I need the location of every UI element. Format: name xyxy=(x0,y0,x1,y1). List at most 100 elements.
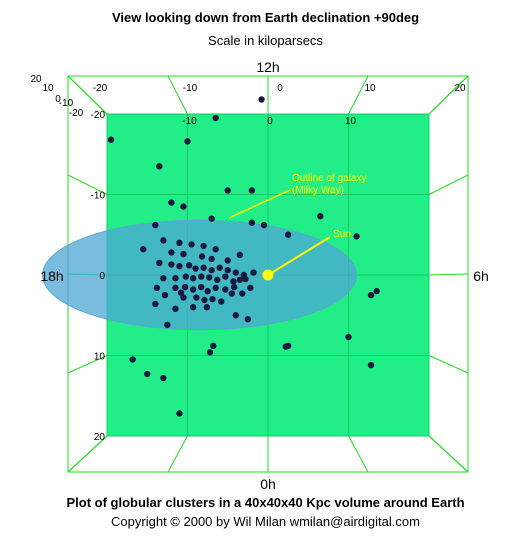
direction-label-left: 18h xyxy=(40,268,63,284)
cluster-point xyxy=(222,273,229,280)
x-tick-label: 0 xyxy=(267,116,273,127)
frame-depth-line xyxy=(428,174,469,195)
cluster-point xyxy=(236,276,244,284)
cluster-point xyxy=(247,284,254,292)
cluster-point xyxy=(206,274,213,281)
cluster-point xyxy=(189,304,197,311)
cluster-point xyxy=(224,187,231,194)
cluster-point xyxy=(248,219,256,226)
cluster-point xyxy=(208,255,215,263)
chart-subtitle: Scale in kiloparsecs xyxy=(208,33,323,48)
cluster-point xyxy=(152,221,159,229)
cluster-point xyxy=(177,289,185,296)
cluster-point xyxy=(209,295,216,303)
direction-label-top: 12h xyxy=(256,59,279,75)
cluster-point xyxy=(180,203,187,210)
frame-depth-line xyxy=(348,75,369,115)
chart-title: View looking down from Earth declination… xyxy=(111,10,420,25)
top-axis-tick-label: 10 xyxy=(364,83,376,94)
cluster-point xyxy=(153,284,161,292)
chart-caption: Plot of globular clusters in a 40x40x40 … xyxy=(66,495,465,510)
cluster-point xyxy=(176,262,183,270)
sun-pointer-line xyxy=(267,236,331,276)
cluster-point xyxy=(250,269,257,276)
cluster-point xyxy=(208,266,215,274)
cluster-point xyxy=(152,300,159,308)
copyright-text: Copyright © 2000 by Wil Milan wmilan@air… xyxy=(111,514,420,529)
x-tick-label: 10 xyxy=(345,116,357,127)
left-axis-tick-label: 10 xyxy=(42,83,54,94)
frame-depth-line xyxy=(348,435,369,473)
cluster-point xyxy=(160,237,167,244)
cluster-point xyxy=(156,163,163,170)
cluster-point xyxy=(172,284,179,292)
cluster-point xyxy=(180,250,187,258)
galaxy-annotation-line-2: (Milky Way) xyxy=(292,185,344,196)
cluster-point xyxy=(236,251,244,259)
cluster-point xyxy=(260,221,268,229)
cluster-point xyxy=(189,286,197,293)
cluster-point xyxy=(176,410,183,417)
y-tick-label: 10 xyxy=(94,352,106,363)
cluster-point xyxy=(258,96,265,103)
cluster-point xyxy=(373,287,380,295)
cluster-point xyxy=(222,286,229,293)
top-axis-tick-label: 0 xyxy=(277,83,283,94)
cluster-point xyxy=(224,257,231,264)
frame-depth-line xyxy=(428,355,469,374)
cluster-point xyxy=(168,199,175,206)
cluster-point xyxy=(206,349,214,356)
cluster-point xyxy=(230,278,237,285)
frame-depth-line xyxy=(67,435,108,473)
cluster-point xyxy=(212,284,219,292)
cluster-point xyxy=(232,312,239,319)
y-tick-label: -20 xyxy=(91,110,106,121)
galaxy-pointer-line xyxy=(228,189,291,219)
top-axis-tick-label: -20 xyxy=(93,83,108,94)
x-tick-label: -10 xyxy=(182,116,197,127)
cluster-point xyxy=(214,276,221,284)
cluster-point xyxy=(248,187,256,194)
sun-annotation: Sun xyxy=(333,229,351,240)
cluster-point xyxy=(172,305,179,313)
cluster-point xyxy=(212,114,219,122)
cluster-point xyxy=(176,239,183,246)
frame-depth-line xyxy=(167,435,188,473)
cluster-point xyxy=(193,294,200,301)
cluster-point xyxy=(184,138,191,145)
cluster-point xyxy=(156,259,163,267)
left-axis-tick-label: -10 xyxy=(59,98,74,109)
cluster-point xyxy=(204,287,211,295)
cluster-point xyxy=(228,290,235,297)
cluster-point xyxy=(168,249,175,256)
top-axis-tick-label: -10 xyxy=(183,83,198,94)
cluster-point xyxy=(212,246,219,253)
cluster-point xyxy=(216,264,223,271)
cluster-point xyxy=(200,264,207,271)
cluster-point xyxy=(160,374,167,382)
frame-depth-line xyxy=(67,75,108,115)
cluster-points xyxy=(107,96,380,417)
left-axis-tick-label: -20 xyxy=(69,108,84,119)
left-axis-tick-label: 0 xyxy=(55,94,61,105)
cluster-point xyxy=(367,291,375,299)
cluster-point xyxy=(284,231,292,238)
cluster-point xyxy=(180,294,187,301)
cluster-point xyxy=(230,283,238,291)
cluster-point xyxy=(200,242,207,250)
cluster-point xyxy=(189,275,197,282)
cluster-point xyxy=(208,215,215,222)
cluster-point xyxy=(197,273,205,280)
y-tick-label: -10 xyxy=(91,191,106,202)
frame-depth-line xyxy=(167,75,188,115)
frame-depth-line xyxy=(67,174,108,195)
frame-depth-line xyxy=(428,273,469,276)
cluster-point xyxy=(160,275,167,282)
galaxy-annotation: Outline of galaxy (Milky Way) xyxy=(292,173,369,196)
cluster-point xyxy=(182,273,190,280)
cluster-point xyxy=(164,321,171,329)
galaxy-annotation-line-1: Outline of galaxy xyxy=(292,173,367,184)
cluster-point xyxy=(129,356,136,363)
cluster-point xyxy=(345,333,352,341)
